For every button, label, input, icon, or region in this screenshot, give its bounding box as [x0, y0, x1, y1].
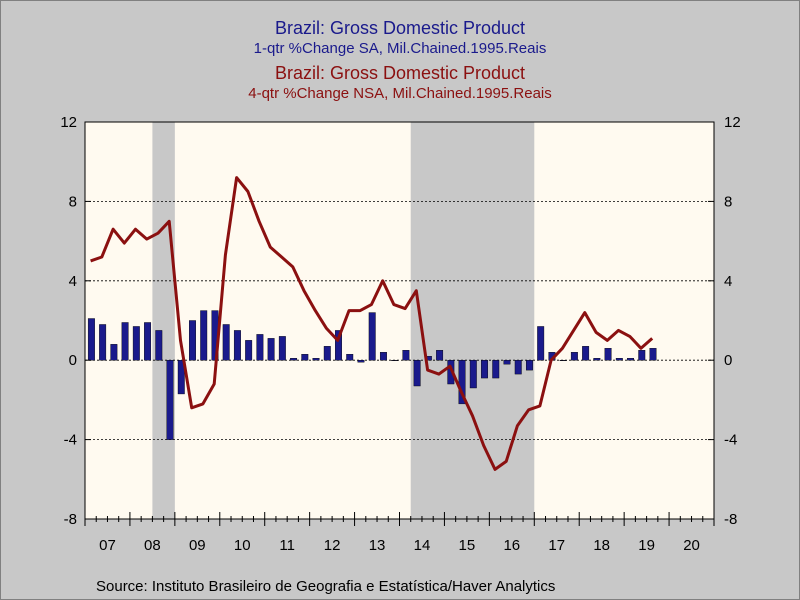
y-tick-label-right: -8 [724, 511, 737, 528]
y-tick-label-left: -8 [64, 511, 77, 528]
bar [312, 358, 320, 361]
bar [290, 358, 298, 361]
bar [436, 350, 444, 361]
bar [593, 358, 601, 361]
bar [627, 358, 635, 361]
line-series [90, 176, 654, 471]
bar [537, 326, 545, 361]
bar [413, 360, 421, 387]
chart-title-line-series: Brazil: Gross Domestic Product [274, 63, 526, 83]
y-tick-label-left: 8 [69, 193, 77, 210]
bar [87, 318, 95, 361]
bar [144, 322, 152, 361]
y-tick-label-right: 0 [724, 352, 732, 369]
bar [155, 330, 163, 361]
y-tick-label-right: -4 [724, 432, 737, 449]
bar [245, 340, 253, 361]
x-tick-label: 17 [548, 537, 565, 554]
x-tick-label: 19 [638, 537, 655, 554]
y-tick-label-left: -4 [64, 432, 77, 449]
bar [615, 358, 623, 361]
chart-subtitle-bar-series: 1-qtr %Change SA, Mil.Chained.1995.Reais [253, 40, 547, 57]
bar [166, 360, 174, 440]
bar [301, 354, 309, 361]
bar [559, 360, 567, 362]
shaded-period-2 [410, 122, 535, 519]
x-tick-label: 18 [593, 537, 610, 554]
y-tick-label-right: 12 [724, 114, 741, 131]
bar [391, 360, 399, 362]
bar [99, 324, 107, 361]
bar [267, 338, 275, 361]
x-tick-label: 08 [144, 537, 161, 554]
x-tick-label: 12 [324, 537, 341, 554]
chart-title-bar-series: Brazil: Gross Domestic Product [274, 18, 526, 38]
bar [458, 360, 466, 405]
x-tick-label: 10 [234, 537, 251, 554]
x-tick-label: 16 [503, 537, 520, 554]
x-tick-label: 11 [279, 537, 295, 554]
bar [503, 360, 511, 365]
bar [222, 324, 230, 361]
bar [649, 348, 657, 361]
bar [357, 360, 365, 363]
bar [346, 354, 354, 361]
bar [469, 360, 477, 389]
bar [132, 326, 140, 361]
x-tick-label: 20 [683, 537, 700, 554]
x-tick-label: 15 [459, 537, 476, 554]
bar [604, 348, 612, 361]
chart-subtitle-line-series: 4-qtr %Change NSA, Mil.Chained.1995.Reai… [248, 85, 552, 102]
bar [582, 346, 590, 361]
y-tick-label-right: 4 [724, 273, 732, 290]
bar [200, 310, 208, 361]
bar [256, 334, 264, 361]
bar [525, 360, 533, 371]
bar [402, 350, 410, 361]
shaded-period-1 [152, 122, 175, 519]
source-note: Source: Instituto Brasileiro de Geografi… [96, 578, 556, 595]
x-tick-label: 07 [99, 537, 116, 554]
bar [121, 322, 129, 361]
bar [278, 336, 286, 361]
bar [514, 360, 522, 375]
bar [638, 350, 646, 361]
bar [189, 320, 196, 361]
bar [379, 352, 387, 361]
bar [570, 352, 578, 361]
y-tick-label-left: 12 [60, 114, 77, 131]
bar [368, 312, 376, 361]
y-tick-label-right: 8 [724, 193, 732, 210]
bar [481, 360, 488, 379]
y-tick-label-left: 4 [69, 273, 77, 290]
x-tick-label: 13 [369, 537, 386, 554]
bar [233, 330, 241, 361]
bar [335, 330, 342, 361]
x-tick-label: 09 [189, 537, 206, 554]
bar [492, 360, 500, 379]
bar [177, 360, 185, 395]
x-tick-label: 14 [414, 537, 431, 554]
bar [110, 344, 118, 361]
bar [323, 346, 331, 361]
y-tick-label-left: 0 [69, 352, 77, 369]
